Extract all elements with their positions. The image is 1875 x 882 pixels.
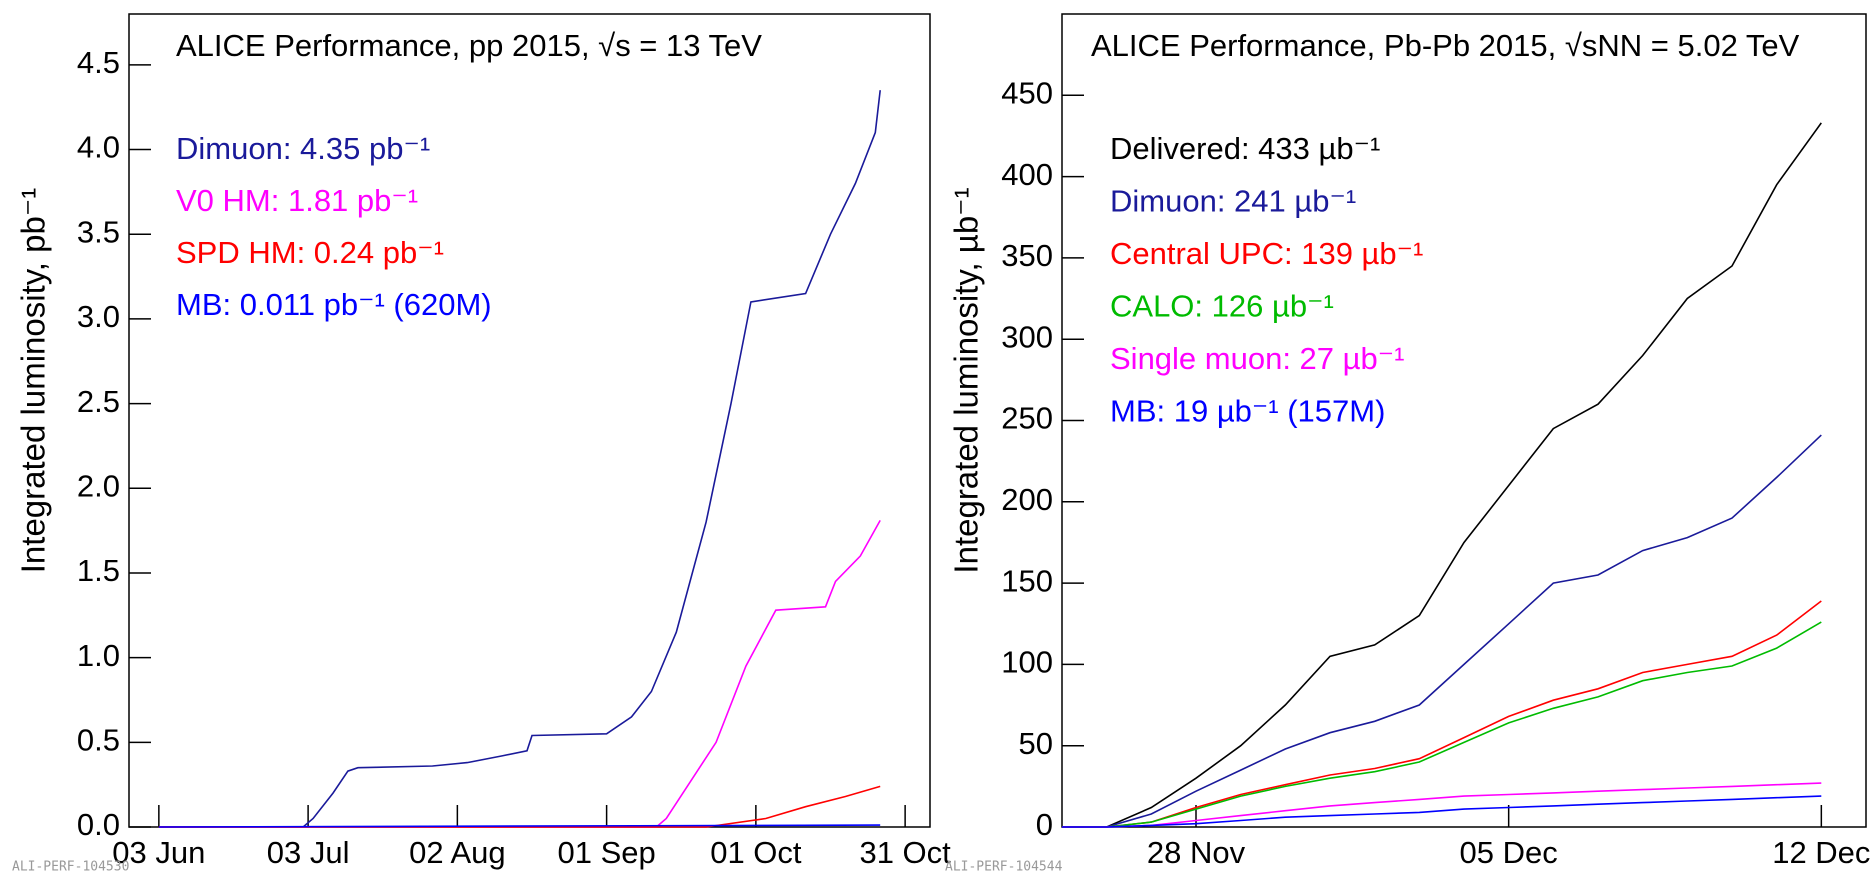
y-tick-label: 0.5 <box>77 723 120 758</box>
legend-entry: MB: 19 µb⁻¹ (157M) <box>1110 394 1385 429</box>
series-line <box>158 520 881 828</box>
legend-entry: Dimuon: 241 µb⁻¹ <box>1110 184 1356 219</box>
y-tick-label: 3.0 <box>77 299 120 334</box>
legend-entry: SPD HM: 0.24 pb⁻¹ <box>176 235 444 270</box>
legend-entry: Central UPC: 139 µb⁻¹ <box>1110 236 1423 271</box>
y-tick-label: 1.0 <box>77 638 120 673</box>
legend-entry: Dimuon: 4.35 pb⁻¹ <box>176 131 430 166</box>
series-line <box>1062 434 1822 828</box>
x-tick-label: 02 Aug <box>409 835 506 870</box>
series-line <box>158 90 881 828</box>
chart-title: ALICE Performance, pp 2015, √s = 13 TeV <box>176 28 762 63</box>
y-tick-label: 400 <box>1001 157 1053 192</box>
x-tick-label: 01 Sep <box>557 835 655 870</box>
series-line <box>1062 621 1822 828</box>
series-line <box>1062 122 1822 828</box>
x-tick-label: 31 Oct <box>859 835 951 870</box>
legend-entry: Delivered: 433 µb⁻¹ <box>1110 131 1380 166</box>
series-line <box>158 824 881 828</box>
series-line <box>1062 600 1822 828</box>
y-tick-label: 100 <box>1001 645 1053 680</box>
y-tick-label: 4.5 <box>77 45 120 80</box>
legend-entry: CALO: 126 µb⁻¹ <box>1110 289 1334 324</box>
y-tick-label: 200 <box>1001 482 1053 517</box>
y-tick-label: 3.5 <box>77 214 120 249</box>
watermark: ALI-PERF-104544 <box>945 860 1063 875</box>
y-tick-label: 450 <box>1001 75 1053 110</box>
legend-entry: MB: 0.011 pb⁻¹ (620M) <box>176 287 492 322</box>
x-tick-label: 28 Nov <box>1147 835 1246 870</box>
watermark: ALI-PERF-104530 <box>12 860 129 875</box>
series-line <box>158 785 881 828</box>
x-tick-label: 03 Jul <box>267 835 350 870</box>
y-tick-label: 350 <box>1001 238 1053 273</box>
y-tick-label: 50 <box>1019 726 1053 761</box>
x-tick-label: 05 Dec <box>1460 835 1558 870</box>
y-tick-label: 0 <box>1036 807 1053 842</box>
y-tick-label: 250 <box>1001 401 1053 436</box>
x-tick-label: 12 Dec <box>1772 835 1870 870</box>
y-tick-label: 1.5 <box>77 553 120 588</box>
y-tick-label: 300 <box>1001 319 1053 354</box>
x-tick-label: 01 Oct <box>710 835 802 870</box>
series-line <box>1062 795 1822 828</box>
y-tick-label: 150 <box>1001 563 1053 598</box>
y-axis-label: Integrated luminosity, pb⁻¹ <box>15 188 52 574</box>
legend-entry: Single muon: 27 µb⁻¹ <box>1110 341 1404 376</box>
chart-title: ALICE Performance, Pb-Pb 2015, √sNN = 5.… <box>1091 28 1800 63</box>
series-line <box>1062 782 1822 828</box>
y-tick-label: 2.5 <box>77 384 120 419</box>
legend-entry: V0 HM: 1.81 pb⁻¹ <box>176 183 418 218</box>
x-tick-label: 03 Jun <box>112 835 205 870</box>
y-axis-label: Integrated luminosity, µb⁻¹ <box>948 187 985 573</box>
y-tick-label: 2.0 <box>77 468 120 503</box>
y-tick-label: 0.0 <box>77 807 120 842</box>
y-tick-label: 4.0 <box>77 130 120 165</box>
